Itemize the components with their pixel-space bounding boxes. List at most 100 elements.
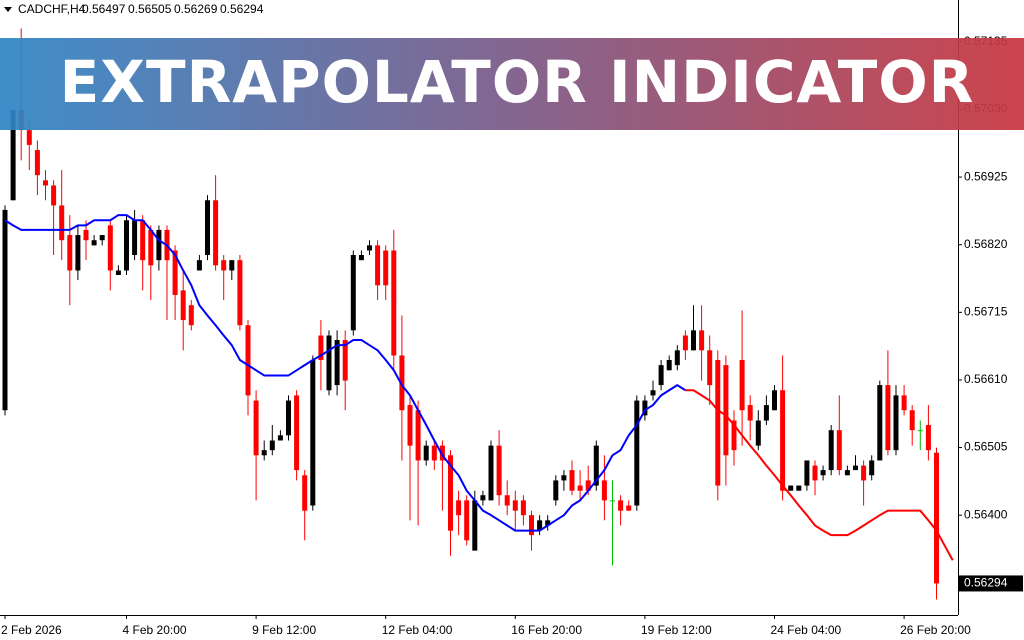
y-tick-label: 0.56610 [964, 372, 1008, 386]
candle-body [448, 455, 453, 531]
candle-body [383, 250, 389, 286]
candle-body [820, 470, 826, 476]
x-tick-label: 16 Feb 20:00 [511, 623, 582, 637]
candle-body [415, 410, 421, 461]
candle-body [229, 260, 235, 271]
title-banner [0, 38, 1024, 130]
candle-body [439, 445, 445, 461]
candle-body [626, 505, 632, 511]
candle-body [650, 390, 656, 396]
candle-body [399, 355, 405, 411]
ohlc-high: 0.56505 [128, 2, 172, 16]
candle-body [423, 445, 429, 461]
candle-body [391, 250, 397, 356]
menu-triangle [4, 7, 12, 12]
candle-body [83, 229, 89, 241]
candle-body [772, 390, 777, 411]
candle-body [618, 500, 624, 511]
candle-body [488, 445, 494, 501]
candle-body [350, 255, 356, 331]
candle-body [844, 470, 850, 476]
candle-body [593, 445, 599, 486]
candle-body [124, 220, 129, 271]
candle-body [132, 220, 138, 256]
ohlc-close: 0.56294 [220, 2, 264, 16]
candle-body [221, 260, 227, 271]
y-tick-label: 0.56925 [964, 169, 1008, 183]
candle-body [861, 465, 867, 481]
candle-body [26, 130, 32, 145]
candle-body [836, 430, 842, 471]
candle-body [512, 500, 518, 511]
candle-body [601, 480, 607, 501]
candle-body [731, 420, 737, 451]
candle-body [67, 235, 73, 271]
symbol: CADCHF,H4 [18, 2, 86, 16]
candle-body [51, 185, 57, 206]
candle-body [407, 405, 413, 446]
candle-body [269, 440, 275, 451]
header: CADCHF,H4 0.56497 0.56505 0.56269 0.5629… [4, 2, 264, 16]
candle-body [804, 460, 810, 486]
indicator-line [4, 214, 686, 532]
candle-body [529, 515, 534, 536]
candle-body [245, 325, 251, 396]
candle-body [755, 420, 761, 446]
candle-body [59, 205, 65, 241]
candle-body [893, 395, 899, 451]
candle-body [213, 200, 219, 266]
candle-body [715, 359, 721, 486]
candle-body [828, 430, 834, 471]
candle-body [901, 395, 907, 411]
chart-title: EXTRAPOLATOR INDICATOR [60, 48, 975, 116]
candle-body [91, 240, 97, 246]
candle-body [367, 245, 372, 251]
candle-body [537, 520, 543, 531]
candle-body [780, 390, 786, 491]
candle-body [148, 229, 154, 266]
plot-area [2, 28, 954, 600]
candle-body [682, 335, 688, 351]
y-tick-label: 0.56715 [964, 305, 1008, 319]
x-tick-label: 26 Feb 20:00 [900, 623, 971, 637]
candle-body [691, 330, 696, 351]
candle-body [853, 465, 858, 471]
candle-body [917, 430, 923, 432]
candle-body [196, 260, 202, 271]
candle-body [188, 305, 194, 326]
candle-body [342, 340, 348, 381]
candle-body [99, 235, 105, 241]
candle-body [585, 480, 591, 491]
candle-body [107, 225, 113, 271]
candle-body [140, 220, 146, 261]
price-label-box [959, 575, 1023, 592]
candle-body [302, 475, 308, 511]
candle-body [763, 405, 769, 421]
candle-body [909, 410, 915, 431]
candle-body [610, 500, 615, 502]
candle-body [375, 245, 381, 286]
candle-body [334, 340, 340, 386]
candle-body [456, 500, 462, 516]
candle-body [310, 359, 316, 506]
x-tick-label: 12 Feb 04:00 [382, 623, 453, 637]
candle-body [796, 485, 802, 491]
candle-body [885, 385, 891, 451]
candle-body [877, 385, 883, 461]
candle-body [286, 400, 291, 436]
candle-body [504, 495, 510, 506]
candle-body [2, 209, 8, 411]
candle-body [561, 475, 567, 481]
candle-body [277, 435, 283, 441]
candle-body [788, 485, 794, 491]
indicator-line [685, 389, 954, 561]
candle-body [43, 180, 48, 186]
candle-body [739, 359, 745, 411]
candle-body [869, 460, 875, 476]
candle-body [553, 480, 559, 501]
candle-body [10, 110, 16, 201]
candle-body [180, 290, 186, 321]
x-tick-label: 4 Feb 20:00 [123, 623, 187, 637]
x-tick-label: 24 Feb 04:00 [771, 623, 842, 637]
